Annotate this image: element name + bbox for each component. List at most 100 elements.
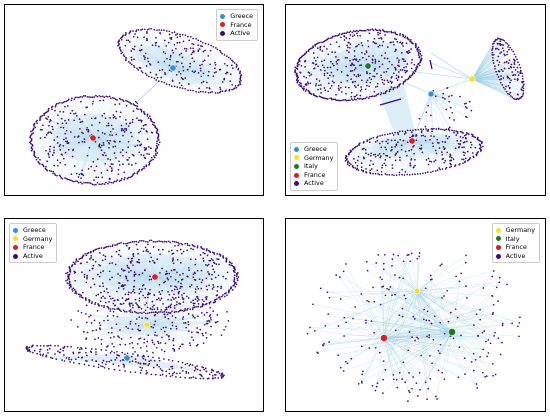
active-node [163,39,166,42]
active-node [350,98,353,100]
active-node [32,132,35,134]
active-node [463,146,465,148]
active-node [151,121,154,123]
active-node [143,128,145,130]
active-node [221,52,223,55]
graph-edge [471,78,510,88]
active-node [472,156,475,159]
active-node [404,80,406,83]
active-node [428,160,431,163]
active-node [137,119,140,122]
active-node [41,114,44,117]
active-node [47,132,49,135]
graph-edge [471,60,515,80]
active-node [56,159,59,162]
active-node [395,174,398,177]
active-node [158,29,160,31]
active-node [391,76,393,78]
hub-node-france [408,137,416,145]
active-node [167,41,170,44]
active-node [309,82,312,85]
active-node [114,145,117,148]
active-node [397,75,400,78]
active-node [461,158,463,161]
active-node [199,306,202,308]
active-node [369,81,372,84]
active-node [143,110,145,113]
active-node [384,92,387,94]
active-node [179,72,182,75]
active-node [386,155,389,157]
active-node [388,89,391,91]
active-node [403,174,406,176]
active-node [347,86,350,89]
active-node [141,312,143,315]
active-node [188,83,190,85]
active-node [88,146,91,149]
active-node [404,130,407,133]
active-node [409,129,412,132]
active-node [64,163,67,166]
graph-edge [471,77,504,80]
active-node [391,63,393,66]
active-node [420,147,422,150]
active-node [197,44,200,46]
active-node [191,57,194,60]
active-node [206,81,208,84]
active-node [434,95,437,98]
active-node [202,80,205,83]
active-node [127,176,130,179]
active-node [91,102,94,105]
active-node [73,112,75,115]
active-node [466,159,469,162]
legend-swatch-active [220,30,226,36]
active-node [336,59,339,61]
active-node [165,45,168,47]
active-node [47,110,49,113]
active-node [100,149,103,152]
active-node [418,49,420,51]
active-node [433,135,435,138]
active-node [128,310,131,312]
active-node [233,62,236,64]
active-node [356,159,359,162]
active-node [102,142,105,144]
active-node [361,44,364,47]
active-node [364,88,367,91]
active-node [44,112,47,114]
active-node [80,296,83,299]
active-node [438,142,440,144]
active-node [181,33,184,36]
active-node [424,135,426,138]
active-node [433,127,435,130]
active-node [323,59,326,62]
active-node [74,112,77,115]
active-node [312,45,314,47]
active-node [346,57,348,59]
active-node [327,82,330,85]
active-node [134,162,137,165]
active-node [136,144,139,147]
active-node [175,34,177,36]
active-node [365,168,367,170]
active-node [123,131,126,133]
active-node [56,135,59,138]
active-node [448,100,451,103]
active-node [154,153,157,155]
active-node [500,38,503,41]
active-node [151,123,154,126]
active-node [132,64,135,67]
active-node [150,120,153,122]
active-node [522,93,524,96]
active-node [45,165,47,168]
active-node [218,91,221,94]
active-node [491,54,494,56]
active-node [92,161,95,163]
active-node [373,37,376,40]
active-node [73,119,75,122]
active-node [410,38,412,41]
active-node [73,180,75,183]
active-node [378,37,380,40]
active-node [91,301,93,303]
legend-item-active: Active [220,29,253,38]
